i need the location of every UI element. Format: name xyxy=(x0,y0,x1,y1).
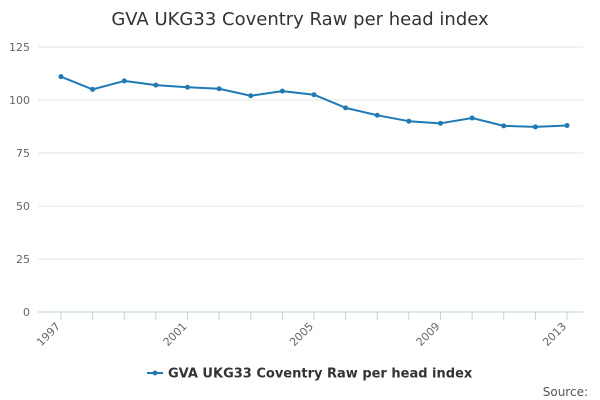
data-point[interactable] xyxy=(58,74,64,80)
x-tick-label: 2009 xyxy=(414,320,443,349)
data-point[interactable] xyxy=(311,92,317,98)
series-layer xyxy=(58,74,570,130)
grid-lines xyxy=(38,46,583,260)
data-point[interactable] xyxy=(248,93,254,99)
data-point[interactable] xyxy=(438,120,443,126)
y-tick-label: 0 xyxy=(23,306,30,319)
data-point[interactable] xyxy=(406,118,412,124)
source-credit: Source: xyxy=(543,385,588,399)
data-point[interactable] xyxy=(374,112,380,118)
x-axis: 1997 2001 2005 2009 2013 xyxy=(34,311,583,349)
legend-marker xyxy=(152,370,158,376)
y-axis: 0 25 50 75 100 125 xyxy=(9,41,30,319)
series-line xyxy=(60,75,568,128)
data-point[interactable] xyxy=(90,86,96,92)
chart-title: GVA UKG33 Coventry Raw per head index xyxy=(111,9,489,30)
data-point[interactable] xyxy=(501,123,507,129)
data-point[interactable] xyxy=(532,124,538,130)
x-tick-label: 1997 xyxy=(34,320,63,349)
y-tick-label: 50 xyxy=(16,200,30,213)
legend[interactable]: GVA UKG33 Coventry Raw per head index xyxy=(147,367,473,382)
y-tick-label: 100 xyxy=(9,94,30,107)
data-point[interactable] xyxy=(343,105,349,111)
data-point[interactable] xyxy=(564,122,570,128)
data-point[interactable] xyxy=(216,86,222,92)
y-tick-label: 75 xyxy=(16,147,30,160)
y-tick-label: 125 xyxy=(9,41,30,54)
data-point[interactable] xyxy=(121,78,127,84)
legend-label: GVA UKG33 Coventry Raw per head index xyxy=(168,367,473,382)
x-tick-label: 2013 xyxy=(540,320,569,349)
x-tick-label: 2005 xyxy=(287,320,316,349)
data-point[interactable] xyxy=(469,115,475,121)
y-tick-label: 25 xyxy=(16,253,30,266)
data-point[interactable] xyxy=(153,82,159,88)
data-point[interactable] xyxy=(185,84,190,90)
data-point[interactable] xyxy=(279,88,285,94)
x-tick-label: 2001 xyxy=(161,320,190,349)
